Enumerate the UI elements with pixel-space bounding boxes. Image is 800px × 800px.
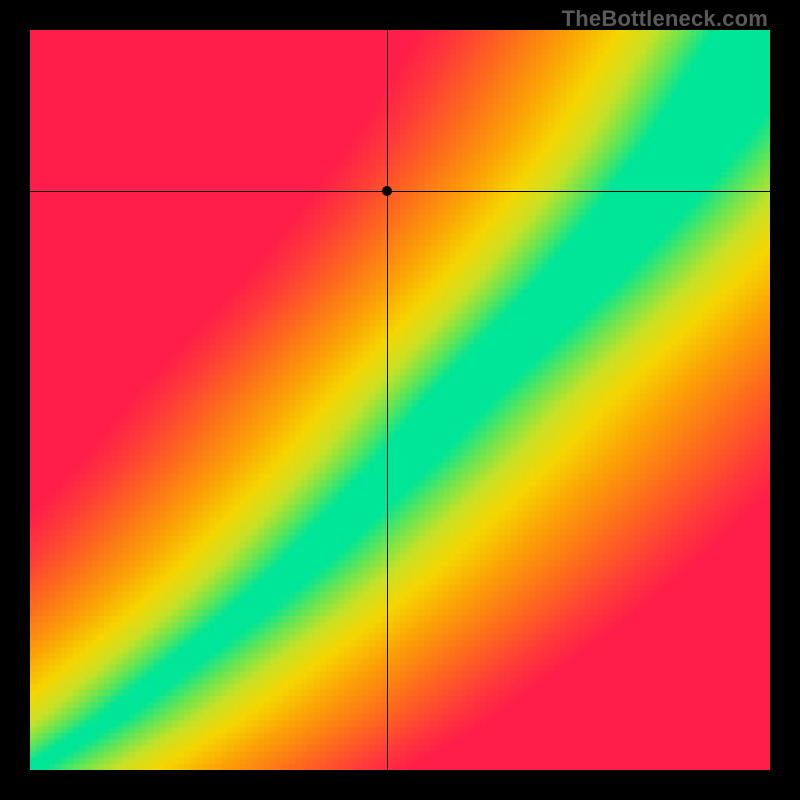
crosshair-marker (382, 186, 392, 196)
crosshair-horizontal (30, 191, 770, 192)
bottleneck-heatmap (30, 30, 770, 770)
crosshair-vertical (387, 30, 388, 770)
heatmap-canvas (30, 30, 770, 770)
watermark-text: TheBottleneck.com (562, 6, 768, 32)
